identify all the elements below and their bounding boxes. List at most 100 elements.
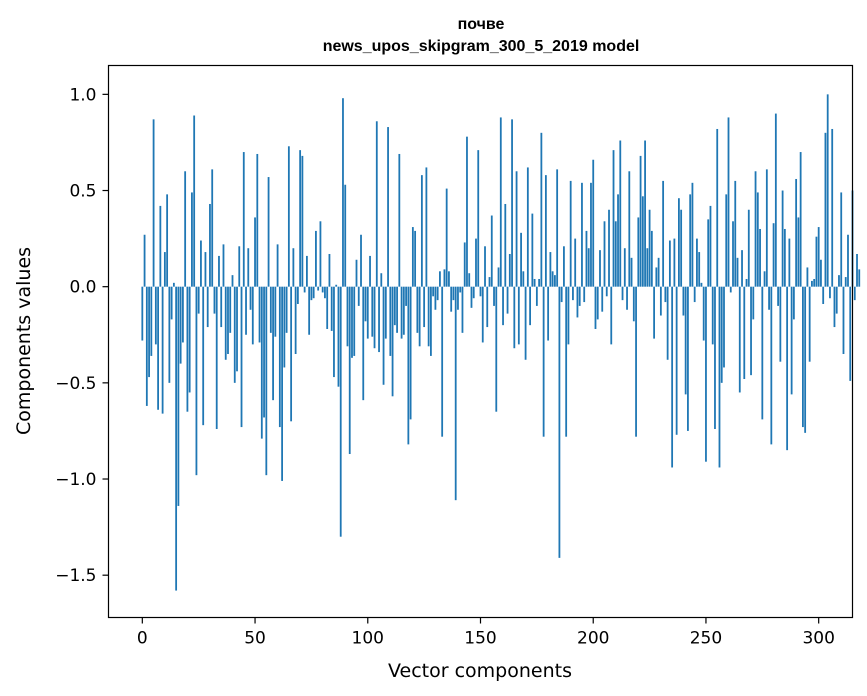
bar — [434, 286, 437, 310]
bar — [177, 286, 180, 506]
bar — [272, 286, 274, 401]
bar — [206, 286, 209, 328]
bar — [648, 209, 651, 287]
bar — [786, 286, 789, 451]
bar — [605, 286, 608, 297]
bar — [371, 286, 374, 337]
bar — [680, 209, 683, 287]
bar — [488, 277, 491, 287]
bar — [788, 238, 791, 287]
bar — [678, 198, 680, 287]
bar — [612, 150, 615, 287]
bar — [251, 286, 254, 345]
bar — [522, 271, 525, 287]
bar — [240, 286, 243, 428]
bar — [747, 209, 750, 287]
bar — [414, 230, 417, 287]
bar — [285, 286, 288, 333]
bar — [384, 286, 387, 339]
bar — [321, 286, 324, 293]
bar — [432, 286, 435, 297]
bar — [524, 286, 527, 360]
bar — [382, 286, 385, 385]
bar — [700, 282, 703, 287]
bar — [772, 223, 775, 287]
bar — [799, 152, 802, 287]
bar — [337, 286, 340, 387]
bar — [256, 153, 259, 287]
bar — [154, 286, 157, 345]
bar — [508, 253, 511, 287]
bar — [209, 203, 211, 287]
bar — [418, 286, 421, 347]
bar — [691, 182, 694, 287]
bar — [290, 286, 293, 422]
bar — [357, 286, 360, 306]
bar — [481, 286, 484, 343]
bar — [159, 205, 162, 287]
bar — [601, 286, 604, 312]
bar — [411, 227, 414, 287]
bar — [774, 113, 777, 287]
bar — [815, 236, 818, 287]
bar — [197, 286, 200, 314]
y-axis-ticks: 1.0 0.5 0.0 −0.5 −1.0 −1.5 — [55, 85, 109, 586]
bar — [166, 194, 169, 287]
bar — [143, 234, 146, 287]
bar — [741, 250, 743, 287]
bar — [802, 286, 804, 428]
bar — [628, 171, 631, 287]
bar — [466, 136, 468, 287]
bar — [328, 253, 331, 287]
bar — [220, 286, 223, 328]
x-tick-label: 100 — [352, 629, 384, 649]
bar — [242, 152, 245, 287]
bar — [822, 286, 825, 304]
bar — [574, 238, 577, 287]
x-tick-label: 200 — [577, 629, 609, 649]
bar — [608, 209, 610, 287]
bar — [655, 267, 658, 287]
bar — [594, 286, 597, 329]
bar — [666, 286, 669, 360]
chart-title-line-2: news_upos_skipgram_300_5_2019 model — [323, 38, 640, 55]
bar — [576, 286, 579, 318]
bar — [475, 238, 477, 287]
bar — [281, 286, 283, 481]
bar — [842, 286, 845, 354]
bar — [752, 286, 755, 320]
bar — [567, 286, 570, 345]
bar — [468, 273, 471, 287]
bar — [495, 286, 498, 412]
bar — [759, 228, 761, 287]
bar — [779, 286, 782, 362]
bar — [817, 227, 820, 287]
bar — [554, 275, 556, 287]
bar — [533, 278, 536, 287]
bar — [549, 252, 552, 287]
bar — [689, 194, 692, 287]
bar — [157, 286, 159, 410]
bar — [378, 286, 380, 353]
bar — [330, 286, 333, 331]
bar — [200, 240, 202, 287]
bar — [308, 286, 311, 335]
bar — [515, 171, 518, 287]
bar — [826, 94, 829, 287]
bar — [294, 286, 297, 354]
bar — [858, 269, 861, 287]
bar — [590, 182, 592, 287]
bar — [407, 286, 410, 445]
bar — [369, 255, 371, 287]
bar — [312, 286, 315, 299]
bar — [783, 228, 786, 287]
bar — [393, 286, 396, 326]
bar — [621, 286, 624, 301]
bar — [635, 286, 637, 437]
bar — [829, 286, 831, 299]
bar — [795, 178, 798, 287]
bar — [335, 284, 338, 287]
bars-group — [141, 94, 861, 591]
bar — [420, 175, 423, 287]
